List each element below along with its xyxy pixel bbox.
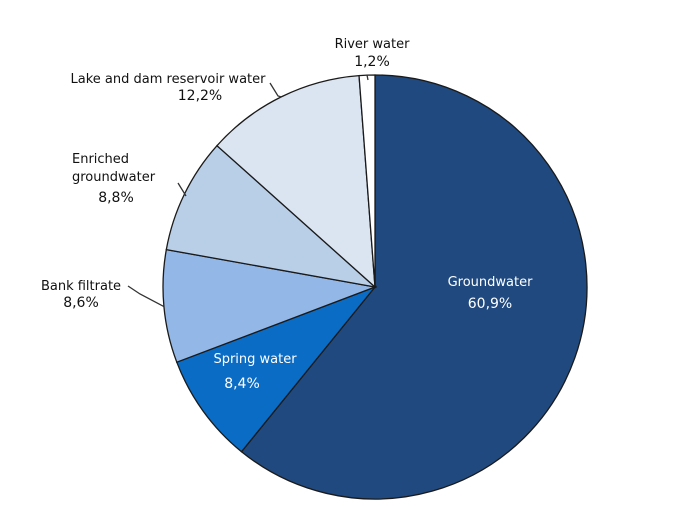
slice-value-groundwater: 60,9% (468, 296, 512, 312)
slice-value-enriched-groundwater: 8,8% (98, 190, 134, 206)
slice-label-lake-dam-reservoir: Lake and dam reservoir water (71, 72, 267, 87)
slice-value-bank-filtrate: 8,6% (63, 295, 99, 311)
slice-label-spring-water: Spring water (213, 352, 297, 367)
slice-value-spring-water: 8,4% (224, 376, 260, 392)
leader-line-river-water (366, 75, 369, 81)
leader-line-enriched-groundwater (177, 182, 187, 197)
slice-label-enriched-groundwater: Enriched groundwater (72, 152, 156, 185)
pie-slices (162, 74, 588, 500)
slice-label-river-water: River water (335, 37, 411, 52)
slice-label-groundwater: Groundwater (448, 275, 534, 290)
leader-lines (127, 75, 369, 308)
slice-value-lake-dam-reservoir: 12,2% (178, 88, 222, 104)
pie-slice-groundwater (240, 74, 588, 500)
slice-value-river-water: 1,2% (354, 54, 390, 70)
leader-line-bank-filtrate (127, 285, 165, 308)
leader-line-lake-dam-reservoir (269, 82, 282, 98)
pie-slice-spring-water (175, 285, 378, 453)
slice-label-bank-filtrate: Bank filtrate (41, 279, 121, 294)
